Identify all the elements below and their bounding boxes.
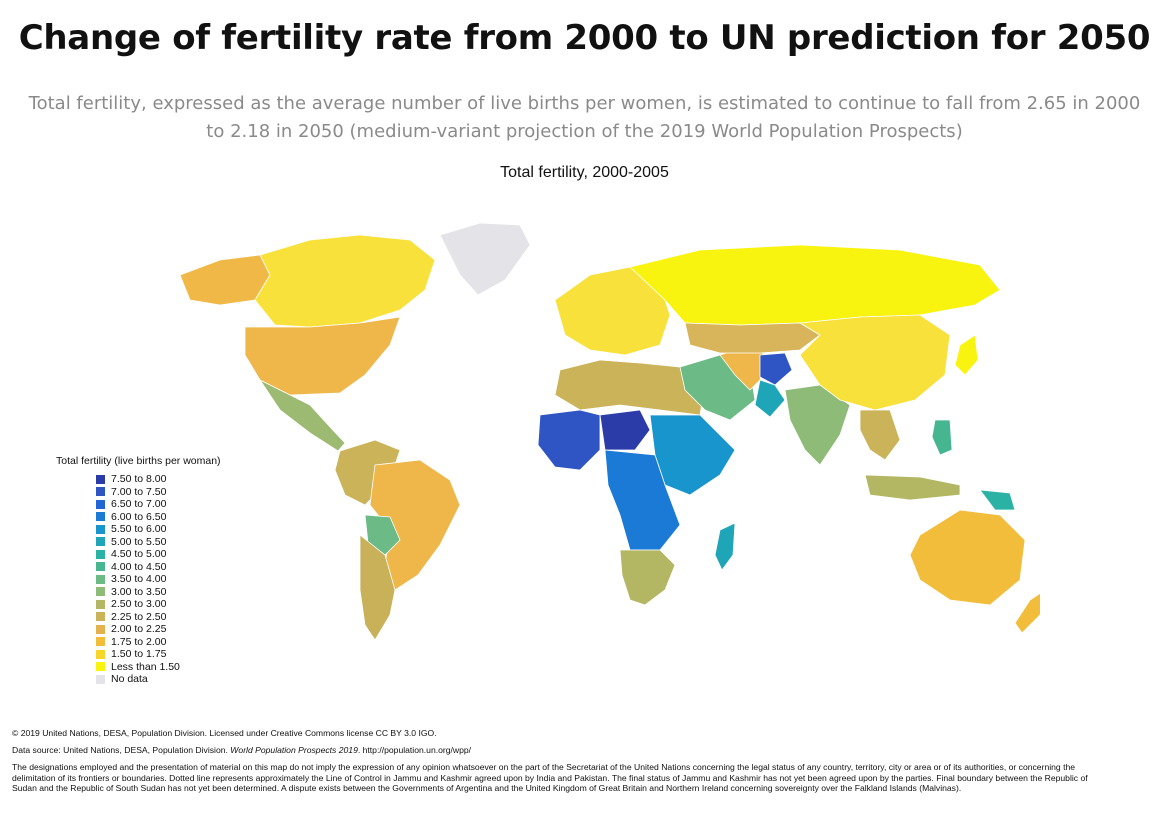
- legend-label: 3.50 to 4.00: [111, 573, 167, 586]
- legend-item: 1.75 to 2.00: [96, 636, 221, 649]
- legend-swatch: [96, 599, 105, 609]
- legend-item: No data: [96, 673, 221, 686]
- legend-label: 2.50 to 3.00: [111, 598, 167, 611]
- legend-item: 3.50 to 4.00: [96, 573, 221, 586]
- legend-label: 7.50 to 8.00: [111, 473, 167, 486]
- legend-swatch: [96, 649, 105, 659]
- legend-swatch: [96, 637, 105, 647]
- legend-item: 4.00 to 4.50: [96, 561, 221, 574]
- legend-label: 5.00 to 5.50: [111, 535, 167, 548]
- legend-item: Less than 1.50: [96, 661, 221, 674]
- map-region-russia: [629, 244, 1001, 326]
- legend-label: 2.00 to 2.25: [111, 623, 167, 636]
- footer-source: Data source: United Nations, DESA, Popul…: [12, 745, 1112, 756]
- legend-label: 3.00 to 3.50: [111, 585, 167, 598]
- legend-item: 2.25 to 2.50: [96, 611, 221, 624]
- map-region-usa: [244, 316, 401, 396]
- map-region-pakistan: [754, 379, 786, 418]
- legend-item: 1.50 to 1.75: [96, 648, 221, 661]
- legend-item: 7.50 to 8.00: [96, 473, 221, 486]
- legend-item: 5.00 to 5.50: [96, 536, 221, 549]
- page-title: Change of fertility rate from 2000 to UN…: [18, 18, 1151, 58]
- legend-swatch: [96, 587, 105, 597]
- legend-item: 6.50 to 7.00: [96, 498, 221, 511]
- legend-swatch: [96, 537, 105, 547]
- legend-label: 6.50 to 7.00: [111, 498, 167, 511]
- footer-license: © 2019 United Nations, DESA, Population …: [12, 728, 437, 738]
- map-region-madagascar: [714, 522, 736, 571]
- map-region-indonesia: [864, 474, 961, 501]
- map-region-sahel: [599, 409, 651, 451]
- map-region-southeast-asia: [859, 409, 901, 461]
- legend-label: 1.75 to 2.00: [111, 635, 167, 648]
- legend-swatch: [96, 674, 105, 684]
- legend-item: 2.00 to 2.25: [96, 623, 221, 636]
- legend-swatch: [96, 662, 105, 672]
- map-region-southern-africa: [619, 549, 676, 606]
- map-region-mexico-central-america: [258, 378, 346, 452]
- legend-label: 4.00 to 4.50: [111, 560, 167, 573]
- legend-label: 6.00 to 6.50: [111, 510, 167, 523]
- legend-item: 3.00 to 3.50: [96, 586, 221, 599]
- legend-swatch: [96, 562, 105, 572]
- legend-item: 7.00 to 7.50: [96, 486, 221, 499]
- footer-disclaimer: The designations employed and the presen…: [12, 762, 1088, 793]
- legend-item: 6.00 to 6.50: [96, 511, 221, 524]
- legend-item: 2.50 to 3.00: [96, 598, 221, 611]
- map-region-central-asia: [684, 322, 821, 354]
- legend-swatch: [96, 474, 105, 484]
- map-region-japan: [954, 334, 979, 376]
- map-region-europe: [554, 266, 671, 356]
- legend-swatch: [96, 624, 105, 634]
- legend-swatch: [96, 612, 105, 622]
- legend-label: 1.50 to 1.75: [111, 648, 167, 661]
- footer-source-suffix: . http://population.un.org/wpp/: [357, 745, 472, 755]
- legend-item: 5.50 to 6.00: [96, 523, 221, 536]
- legend-label: 2.25 to 2.50: [111, 610, 167, 623]
- legend-label: 4.50 to 5.00: [111, 548, 167, 561]
- legend-label: No data: [111, 673, 148, 686]
- world-map: [179, 222, 1040, 641]
- map-title: Total fertility, 2000-2005: [500, 164, 669, 181]
- map-region-greenland: [439, 222, 531, 296]
- legend-item: 4.50 to 5.00: [96, 548, 221, 561]
- legend-swatch: [96, 499, 105, 509]
- map-region-china-mongolia: [798, 314, 951, 411]
- map-region-new-zealand: [1014, 592, 1040, 634]
- footer-source-title: World Population Prospects 2019: [230, 745, 358, 755]
- legend-swatch: [96, 524, 105, 534]
- map-region-philippines: [931, 419, 953, 456]
- legend-swatch: [96, 512, 105, 522]
- legend-label: Less than 1.50: [111, 660, 180, 673]
- map-region-canada: [254, 234, 436, 328]
- legend-swatch: [96, 549, 105, 559]
- legend-swatch: [96, 574, 105, 584]
- footer-source-prefix: Data source: United Nations, DESA, Popul…: [12, 745, 228, 755]
- map-legend: Total fertility (live births per woman) …: [56, 455, 221, 686]
- map-region-west-africa: [537, 409, 601, 471]
- map-region-southern-cone: [359, 534, 396, 641]
- legend-title: Total fertility (live births per woman): [56, 455, 221, 467]
- map-region-australia: [909, 509, 1026, 606]
- page-subtitle: Total fertility, expressed as the averag…: [28, 93, 1141, 142]
- map-region-afghanistan: [759, 352, 793, 386]
- legend-label: 7.00 to 7.50: [111, 485, 167, 498]
- legend-swatch: [96, 487, 105, 497]
- map-region-papua-new-guinea: [979, 489, 1016, 511]
- map-region-bolivia: [364, 514, 401, 556]
- legend-label: 5.50 to 6.00: [111, 523, 167, 536]
